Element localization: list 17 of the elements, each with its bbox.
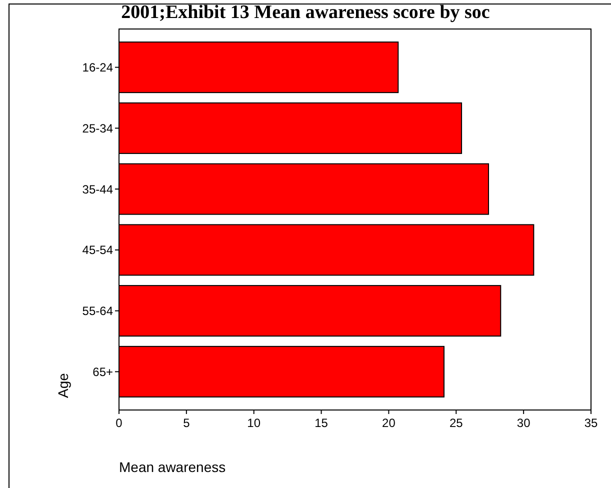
chart-title: 2001;Exhibit 13 Mean awareness score by soc [121,2,490,23]
x-tick-label: 35 [584,416,598,430]
y-tick-label: 16-24 [82,60,114,75]
x-tick-label: 15 [314,416,328,430]
x-tick-label: 0 [116,416,123,430]
x-tick-label: 30 [516,416,531,430]
y-tick-label: 25-34 [82,121,114,136]
x-axis-title: Mean awareness [119,459,226,475]
y-axis-title: Age [55,372,71,398]
x-tick-label: 20 [382,416,396,430]
x-tick-label: 5 [183,416,190,430]
y-tick-label: 55-64 [82,304,114,318]
y-tick-label: 35-44 [82,182,114,196]
x-tick-label: 10 [247,416,261,430]
y-tick-label: 65+ [92,364,113,379]
x-tick-label: 25 [449,416,464,430]
y-tick-label: 45-54 [82,243,114,258]
